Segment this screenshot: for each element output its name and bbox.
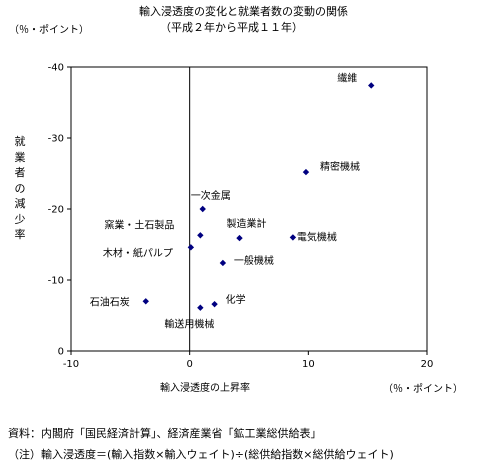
data-point xyxy=(211,300,218,308)
x-tick-label: -10 xyxy=(63,359,79,370)
y-tick-label: -10 xyxy=(48,276,64,287)
data-point xyxy=(197,232,204,239)
chart-subtitle: （平成２年から平成１１年） xyxy=(160,21,303,34)
point-label: 輸送用機械 xyxy=(164,318,214,331)
y-unit-label: （％・ポイント） xyxy=(9,25,89,36)
point-label: 木材・紙パルプ xyxy=(103,246,173,259)
point-label: 一般機械 xyxy=(234,254,274,267)
point-label: 電気機械 xyxy=(297,230,337,243)
y-axis-label: 就業者の減少率 xyxy=(14,135,26,241)
data-point xyxy=(142,298,149,305)
data-point xyxy=(289,234,297,241)
y-tick-label: -20 xyxy=(48,205,64,216)
definition-note: （注）輸入浸透度＝(輸入指数×輸入ウェイト)÷(総供給指数×総供給ウェイト) xyxy=(8,448,394,461)
x-axis-label: 輸入浸透度の上昇率 xyxy=(160,383,250,394)
plot-area xyxy=(70,66,428,352)
point-label: 化学 xyxy=(226,293,246,306)
point-label: 一次金属 xyxy=(191,189,231,202)
data-point xyxy=(219,259,227,267)
data-point xyxy=(302,168,310,176)
chart-title: 輸入浸透度の変化と就業者数の変動の関係 xyxy=(139,5,348,18)
source-note: 資料：内閣府「国民経済計算」、経済産業省「鉱工業総供給表」 xyxy=(8,427,322,440)
point-label: 石油石炭 xyxy=(90,295,130,308)
data-point xyxy=(199,205,206,213)
x-tick-label: 10 xyxy=(302,359,315,370)
data-point xyxy=(236,234,243,242)
point-label: 繊維 xyxy=(337,71,357,84)
data-point xyxy=(197,304,204,311)
point-label: 製造業計 xyxy=(227,217,267,230)
x-unit-label: （％・ポイント） xyxy=(383,384,463,395)
data-point xyxy=(368,82,375,89)
y-tick-label: -40 xyxy=(48,63,64,74)
x-tick-label: 0 xyxy=(186,359,192,370)
y-tick-label: -30 xyxy=(48,134,64,145)
y-tick-label: 0 xyxy=(58,347,64,358)
data-point xyxy=(187,244,195,251)
point-label: 窯業・土石製品 xyxy=(104,218,174,231)
x-tick-label: 20 xyxy=(421,359,434,370)
point-label: 精密機械 xyxy=(320,160,360,173)
